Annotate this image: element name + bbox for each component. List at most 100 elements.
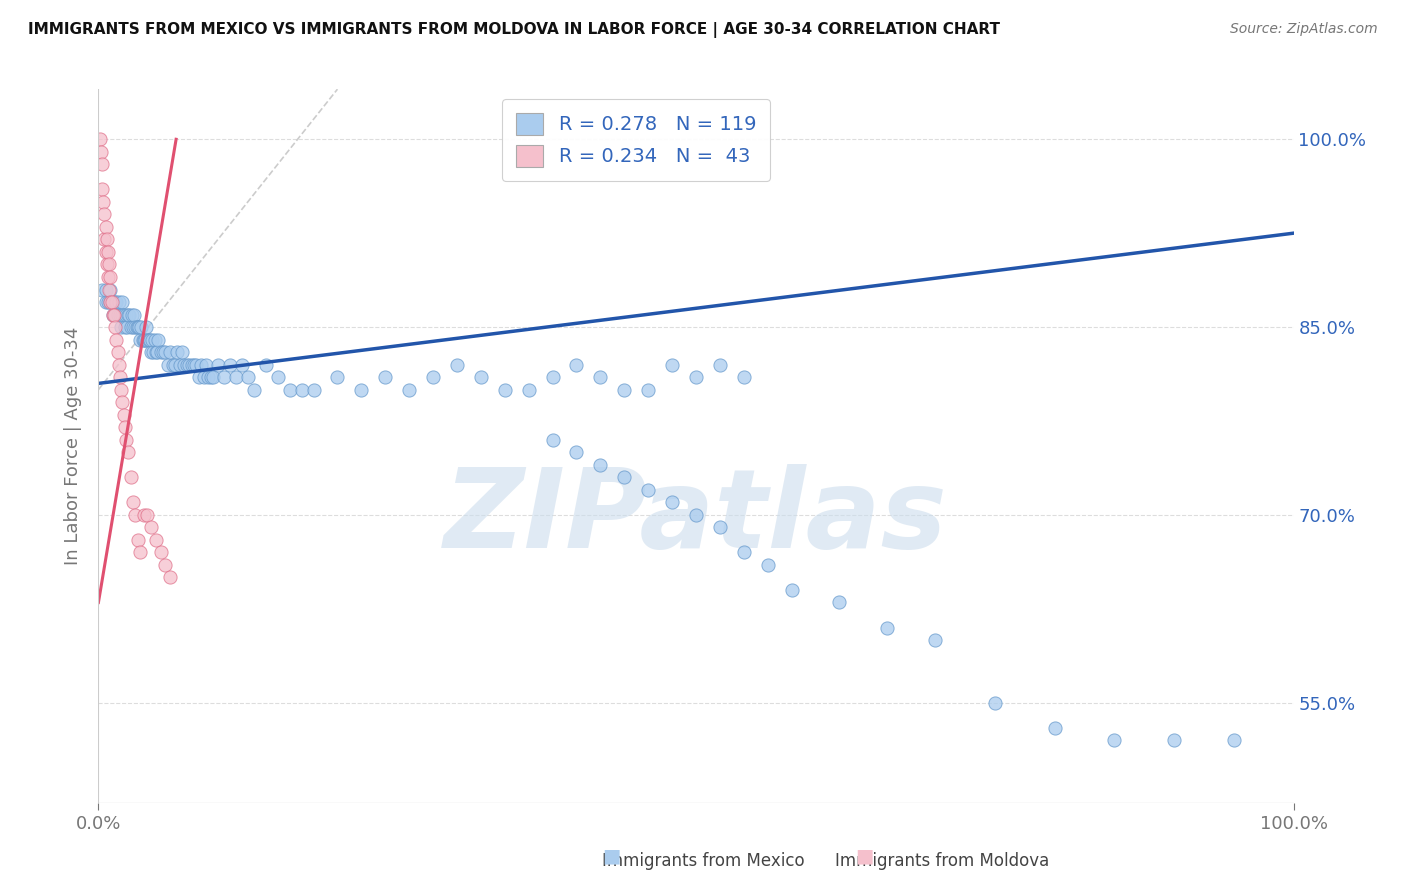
Point [138, 333, 160, 347]
Point [122, 495, 145, 509]
Point [120, 470, 142, 484]
Point [163, 358, 186, 372]
Point [139, 520, 162, 534]
Point [101, 308, 124, 322]
Point [114, 320, 136, 334]
Point [166, 345, 188, 359]
Point [984, 696, 1007, 710]
Point [756, 558, 779, 572]
Point [96, 232, 118, 246]
Point [1222, 733, 1246, 747]
Point [661, 358, 683, 372]
Point [541, 433, 564, 447]
Point [107, 308, 129, 322]
Point [110, 383, 132, 397]
Point [141, 333, 163, 347]
Point [1102, 733, 1125, 747]
Point [422, 370, 444, 384]
Point [129, 333, 152, 347]
Point [93, 207, 115, 221]
Point [125, 320, 148, 334]
Point [1043, 721, 1066, 735]
Point [517, 383, 540, 397]
Point [374, 370, 396, 384]
Point [541, 370, 564, 384]
Point [470, 370, 492, 384]
Point [118, 308, 141, 322]
Point [98, 295, 122, 310]
Point [117, 308, 139, 322]
Point [155, 345, 177, 359]
Point [136, 508, 159, 522]
Point [236, 370, 259, 384]
Point [107, 295, 129, 310]
Point [97, 244, 120, 259]
Point [186, 358, 208, 372]
Point [494, 383, 516, 397]
Point [142, 345, 165, 359]
Point [187, 370, 209, 384]
Point [97, 295, 120, 310]
Point [194, 358, 218, 372]
Text: Immigrants from Moldova: Immigrants from Moldova [835, 852, 1049, 870]
Point [127, 320, 149, 334]
Point [197, 370, 219, 384]
Point [176, 358, 198, 372]
Point [148, 333, 170, 347]
Y-axis label: In Labor Force | Age 30-34: In Labor Force | Age 30-34 [65, 326, 83, 566]
Point [103, 308, 125, 322]
Point [135, 320, 157, 334]
Point [326, 370, 349, 384]
Point [129, 545, 152, 559]
Point [183, 358, 205, 372]
Point [709, 358, 731, 372]
Point [122, 320, 145, 334]
Point [104, 320, 127, 334]
Point [589, 370, 612, 384]
Point [149, 545, 172, 559]
Point [94, 295, 117, 310]
Point [219, 358, 242, 372]
Legend: R = 0.278   N = 119, R = 0.234   N =  43: R = 0.278 N = 119, R = 0.234 N = 43 [502, 99, 770, 181]
Point [110, 320, 132, 334]
Point [398, 383, 420, 397]
Point [112, 408, 135, 422]
Point [91, 182, 114, 196]
Point [207, 358, 229, 372]
Point [190, 358, 212, 372]
Point [143, 333, 166, 347]
Point [91, 194, 114, 209]
Point [159, 345, 181, 359]
Point [98, 295, 122, 310]
Point [565, 358, 588, 372]
Point [733, 545, 755, 559]
Point [613, 470, 636, 484]
Point [139, 345, 162, 359]
Point [637, 483, 659, 497]
Point [111, 295, 134, 310]
Point [104, 308, 127, 322]
Point [200, 370, 222, 384]
Point [94, 283, 117, 297]
Point [111, 395, 134, 409]
Point [98, 270, 122, 285]
Point [145, 345, 167, 359]
Point [924, 633, 946, 648]
Point [91, 283, 114, 297]
Text: Source: ZipAtlas.com: Source: ZipAtlas.com [1230, 22, 1378, 37]
Point [780, 582, 803, 597]
Point [90, 145, 112, 159]
Point [111, 308, 134, 322]
Point [107, 358, 129, 372]
Point [120, 320, 142, 334]
Point [114, 420, 136, 434]
Point [709, 520, 731, 534]
Point [131, 320, 153, 334]
Point [98, 283, 121, 297]
Point [132, 333, 155, 347]
Point [115, 308, 138, 322]
Point [128, 320, 150, 334]
Point [180, 358, 202, 372]
Point [108, 308, 131, 322]
Point [107, 345, 129, 359]
